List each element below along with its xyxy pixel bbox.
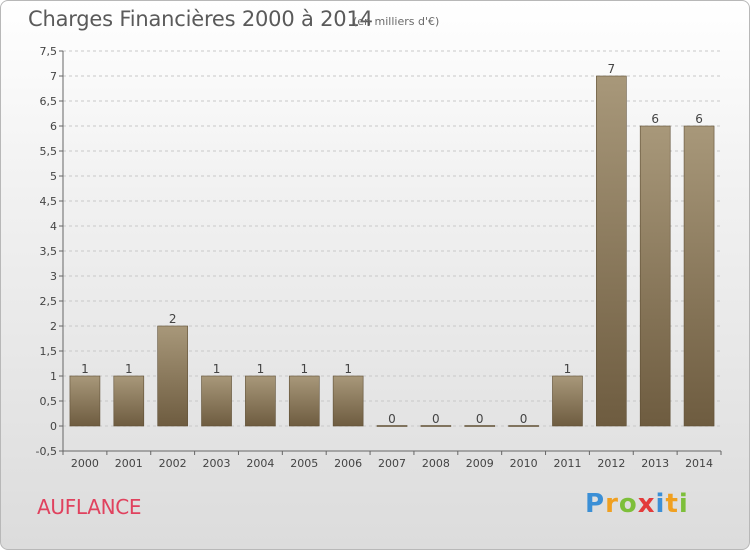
- bar: [420, 425, 452, 427]
- logo-letter: x: [637, 489, 656, 519]
- chart-title: Charges Financières 2000 à 2014: [28, 7, 373, 31]
- x-tick-label: 2002: [159, 457, 187, 470]
- x-tick-label: 2010: [510, 457, 538, 470]
- x-tick-label: 2000: [71, 457, 99, 470]
- x-tick-label: 2014: [685, 457, 713, 470]
- y-tick-label: 1: [50, 370, 57, 383]
- x-tick-label: 2008: [422, 457, 450, 470]
- bar: [639, 125, 671, 427]
- y-tick-label: 4,5: [40, 195, 58, 208]
- logo-letter: t: [665, 489, 679, 519]
- bar: [376, 425, 408, 427]
- chart-subtitle: (en milliers d'€): [353, 15, 440, 28]
- logo-letter: P: [585, 489, 606, 519]
- data-label: 2: [169, 312, 177, 326]
- data-label: 6: [695, 112, 703, 126]
- data-label: 1: [564, 362, 572, 376]
- data-label: 1: [213, 362, 221, 376]
- y-tick-label: 1,5: [40, 345, 58, 358]
- data-label: 0: [476, 412, 484, 426]
- y-tick-label: 2: [50, 320, 57, 333]
- y-tick-label: 7: [50, 70, 57, 83]
- y-tick-label: 5,5: [40, 145, 58, 158]
- data-label: 7: [608, 62, 616, 76]
- proxiti-logo: Proxiti: [585, 489, 689, 519]
- logo-letter: i: [655, 489, 666, 519]
- bar: [288, 375, 320, 427]
- bar: [201, 375, 232, 427]
- bar: [508, 425, 539, 427]
- bar: [69, 375, 101, 427]
- x-tick-label: 2005: [290, 457, 318, 470]
- bar: [245, 375, 276, 427]
- data-label: 1: [257, 362, 265, 376]
- commune-name: AUFLANCE: [37, 495, 142, 519]
- y-tick-label: 4: [50, 220, 57, 233]
- data-label: 1: [81, 362, 89, 376]
- y-tick-label: 0,5: [40, 395, 58, 408]
- y-tick-label: 2,5: [40, 295, 58, 308]
- y-tick-label: 3: [50, 270, 57, 283]
- y-tick-label: 0: [50, 420, 57, 433]
- data-label: 0: [520, 412, 528, 426]
- y-tick-label: 7,5: [40, 45, 58, 58]
- y-tick-label: 6: [50, 120, 57, 133]
- x-tick-label: 2011: [553, 457, 581, 470]
- data-label: 1: [300, 362, 308, 376]
- y-tick-label: 3,5: [40, 245, 58, 258]
- data-label: 6: [651, 112, 659, 126]
- x-tick-label: 2007: [378, 457, 406, 470]
- data-label: 0: [388, 412, 396, 426]
- y-tick-label: 6,5: [40, 95, 58, 108]
- y-tick-label: 5: [50, 170, 57, 183]
- x-tick-label: 2001: [115, 457, 143, 470]
- bar: [596, 75, 627, 427]
- x-tick-label: 2006: [334, 457, 362, 470]
- x-tick-label: 2009: [466, 457, 494, 470]
- logo-letter: r: [605, 489, 619, 519]
- x-tick-label: 2013: [641, 457, 669, 470]
- data-label: 0: [432, 412, 440, 426]
- bar: [464, 425, 496, 427]
- data-label: 1: [344, 362, 352, 376]
- logo-letter: i: [678, 489, 689, 519]
- y-tick-label: -0,5: [36, 445, 57, 458]
- bar: [332, 375, 364, 427]
- x-tick-label: 2004: [246, 457, 274, 470]
- x-tick-label: 2012: [597, 457, 625, 470]
- bar: [157, 325, 188, 427]
- bar: [113, 375, 145, 427]
- data-label: 1: [125, 362, 133, 376]
- x-tick-label: 2003: [203, 457, 231, 470]
- bar: [552, 375, 583, 427]
- logo-letter: o: [618, 489, 638, 519]
- bar: [683, 125, 715, 427]
